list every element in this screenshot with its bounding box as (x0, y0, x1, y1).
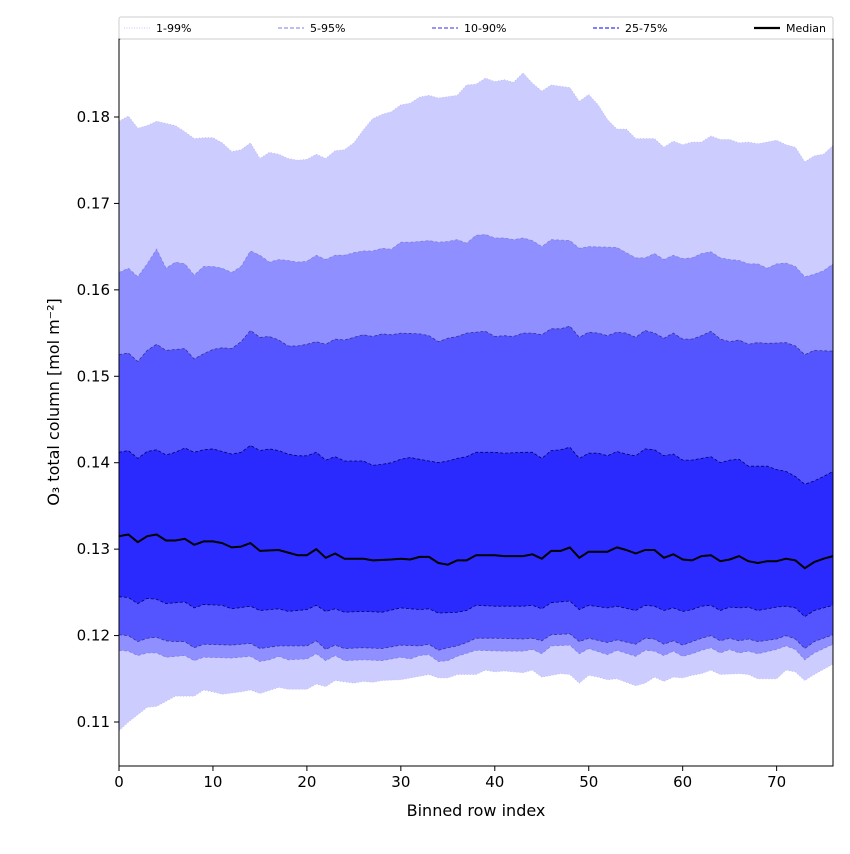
x-tick-label: 60 (673, 773, 692, 791)
y-tick-label: 0.18 (77, 108, 110, 126)
band-lower-line-1-to-99 (118, 663, 834, 731)
y-tick-label: 0.17 (77, 194, 110, 212)
band-lower-line-25-to-75 (118, 596, 834, 618)
band-upper-line-25-to-75 (118, 444, 834, 485)
bands-layer (118, 72, 834, 731)
band-lower-line-10-to-90 (118, 633, 834, 651)
y-tick-label: 0.14 (77, 454, 110, 472)
band-upper-line-5-to-95 (118, 234, 834, 278)
y-tick-label: 0.16 (77, 281, 110, 299)
legend-box (118, 16, 834, 40)
x-axis: 0 10 20 30 40 50 60 70 (114, 766, 786, 791)
legend-label: 1-99% (156, 22, 191, 35)
median-line (118, 533, 834, 570)
x-tick-label: 30 (391, 773, 410, 791)
y-tick-label: 0.13 (77, 540, 110, 558)
x-axis-label: Binned row index (407, 801, 546, 820)
y-axis-label: O₃ total column [mol m⁻²] (44, 298, 63, 506)
x-tick-label: 40 (485, 773, 504, 791)
legend-label: Median (786, 22, 826, 35)
legend-label: 25-75% (625, 22, 667, 35)
median-layer (118, 533, 834, 570)
y-axis: 0.11 0.12 0.13 0.14 0.15 0.16 0.17 0.18 (77, 108, 119, 731)
x-tick-label: 70 (767, 773, 786, 791)
band-lower-line-5-to-95 (118, 643, 834, 662)
y-tick-label: 0.15 (77, 367, 110, 385)
x-tick-label: 20 (297, 773, 316, 791)
y-tick-label: 0.12 (77, 627, 110, 645)
band-upper-line-10-to-90 (118, 325, 834, 363)
band-upper-line-1-to-99 (118, 72, 834, 163)
legend-label: 5-95% (310, 22, 345, 35)
x-tick-label: 50 (579, 773, 598, 791)
x-tick-label: 10 (203, 773, 222, 791)
legend: 1-99% 5-95% 10-90% 25-75% Median (118, 16, 834, 40)
x-tick-label: 0 (114, 773, 124, 791)
y-tick-label: 0.11 (77, 713, 110, 731)
legend-label: 10-90% (464, 22, 506, 35)
band-25-to-75 (119, 445, 833, 617)
